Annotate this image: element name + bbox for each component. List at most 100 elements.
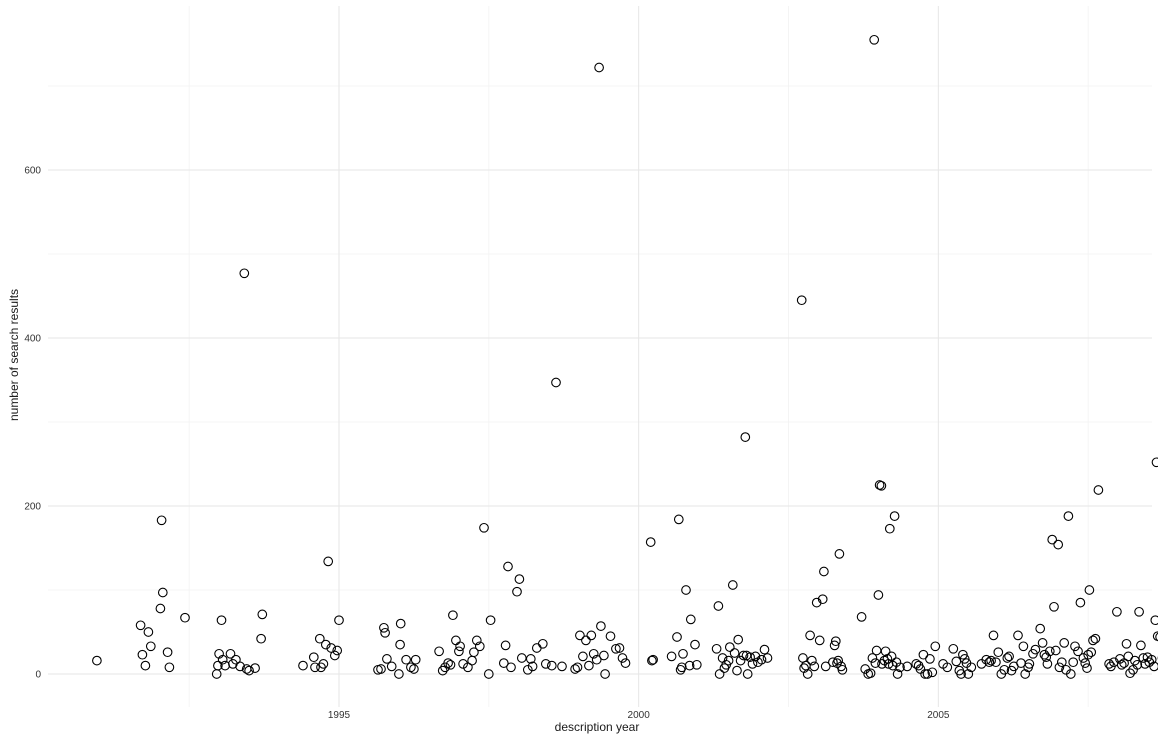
data-point — [1136, 640, 1146, 651]
data-point — [873, 590, 884, 600]
data-point — [834, 549, 845, 559]
data-point — [516, 653, 527, 663]
data-point — [1149, 661, 1158, 672]
data-point — [578, 651, 588, 662]
data-point — [596, 621, 606, 631]
data-point — [1063, 511, 1074, 521]
data-point — [483, 669, 494, 679]
data-point — [443, 658, 453, 668]
data-point — [1084, 585, 1095, 595]
data-point — [723, 655, 734, 666]
data-point — [684, 660, 695, 671]
data-point — [485, 615, 496, 626]
data-point — [833, 655, 844, 666]
data-point — [645, 537, 656, 547]
data-point — [1049, 601, 1059, 612]
data-point — [740, 432, 751, 442]
data-point — [902, 661, 913, 672]
data-point — [814, 635, 825, 646]
tick-labels: 0 200 400 600 1995 2000 2005 — [24, 166, 950, 722]
data-point — [648, 654, 658, 665]
data-point — [999, 664, 1010, 675]
data-point — [437, 665, 448, 676]
data-point — [666, 651, 677, 662]
data-point — [918, 649, 929, 660]
data-point — [395, 618, 406, 629]
data-point — [572, 662, 583, 673]
data-point — [410, 654, 421, 665]
data-point — [796, 295, 807, 306]
data-point — [984, 657, 995, 668]
data-point — [690, 639, 700, 650]
data-point — [895, 662, 905, 673]
data-point — [963, 669, 974, 679]
data-point — [164, 662, 175, 673]
data-point — [546, 660, 557, 671]
data-point — [1073, 646, 1083, 657]
data-point — [586, 630, 597, 641]
data-point — [1068, 657, 1079, 668]
data-point — [991, 657, 1001, 668]
data-point — [467, 655, 477, 666]
data-point — [856, 612, 867, 622]
data-point — [647, 655, 657, 666]
data-point — [137, 649, 148, 660]
data-point — [235, 661, 245, 672]
data-point — [735, 655, 746, 666]
data-point — [512, 586, 522, 597]
data-point — [817, 594, 828, 605]
data-point — [865, 668, 876, 679]
data-point — [811, 597, 822, 608]
data-point — [738, 650, 749, 661]
data-point — [889, 511, 900, 521]
data-point — [1134, 606, 1144, 617]
data-point — [756, 654, 767, 665]
data-point — [525, 654, 536, 664]
y-tick-label: 600 — [24, 166, 41, 177]
data-point — [244, 665, 254, 676]
data-point — [605, 631, 616, 642]
data-point — [239, 268, 250, 279]
data-point — [445, 659, 456, 670]
data-point — [376, 664, 386, 674]
data-point — [802, 669, 813, 679]
data-point — [334, 615, 344, 626]
data-point — [1020, 669, 1031, 679]
data-point — [458, 659, 468, 669]
data-point — [1125, 668, 1135, 679]
data-point — [956, 669, 966, 679]
data-point — [145, 641, 156, 652]
data-point — [557, 661, 567, 672]
data-point — [742, 669, 753, 679]
data-point — [162, 647, 173, 658]
data-point — [156, 515, 167, 526]
data-point — [678, 648, 688, 659]
data-point — [1083, 649, 1094, 660]
data-point — [927, 667, 938, 678]
data-point — [1088, 635, 1098, 646]
data-point — [993, 647, 1004, 658]
y-axis-title: number of search results — [7, 289, 21, 421]
data-point — [1093, 485, 1104, 495]
data-point — [581, 635, 591, 646]
data-point — [308, 652, 319, 663]
data-point — [551, 377, 561, 388]
y-tick-label: 400 — [24, 334, 41, 345]
data-point — [762, 653, 773, 663]
data-point — [948, 643, 959, 654]
data-point — [1086, 647, 1097, 658]
data-point — [216, 615, 227, 626]
data-point — [828, 657, 838, 668]
data-point — [871, 645, 882, 656]
data-point — [584, 660, 594, 671]
data-point — [298, 660, 308, 671]
data-point — [959, 654, 970, 664]
data-point — [867, 653, 878, 663]
data-point — [600, 669, 610, 679]
data-point — [920, 669, 930, 679]
data-point — [135, 620, 146, 631]
data-point — [522, 664, 533, 675]
data-point — [820, 661, 831, 672]
data-point — [257, 609, 268, 620]
data-point — [1082, 663, 1092, 673]
